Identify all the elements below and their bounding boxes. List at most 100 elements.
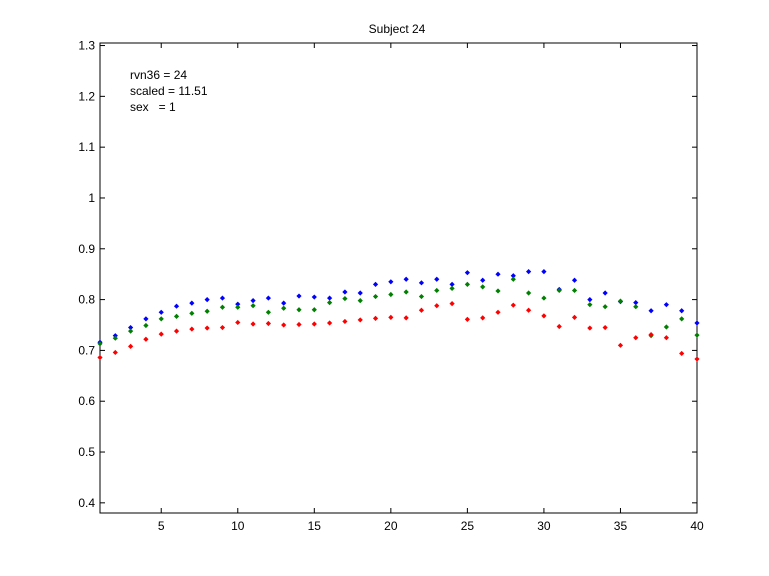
data-point-series-1: [219, 295, 226, 301]
data-point-series-1: [296, 293, 302, 299]
data-point-series-3: [449, 301, 455, 307]
data-point-series-1: [495, 271, 501, 277]
data-point-series-2: [327, 300, 333, 306]
data-point-series-1: [526, 269, 532, 275]
data-point-series-1: [265, 295, 271, 301]
data-point-series-1: [602, 290, 608, 296]
data-point-series-2: [663, 324, 669, 330]
data-point-series-3: [143, 336, 149, 342]
data-point-series-3: [342, 318, 348, 325]
data-point-series-3: [526, 307, 532, 313]
data-point-series-2: [357, 298, 363, 304]
data-point-series-2: [694, 332, 700, 338]
data-point-series-1: [694, 320, 700, 326]
data-point-series-3: [541, 313, 547, 319]
data-point-series-1: [434, 276, 440, 282]
data-point-series-3: [679, 350, 685, 357]
data-point-series-2: [480, 284, 486, 290]
data-point-series-3: [495, 309, 501, 315]
data-point-series-2: [97, 341, 103, 347]
data-point-series-2: [265, 309, 271, 315]
data-point-series-1: [311, 294, 317, 300]
data-point-series-3: [434, 303, 440, 309]
data-point-series-2: [633, 304, 639, 310]
data-point-series-3: [204, 325, 210, 331]
data-point-series-3: [235, 319, 241, 326]
y-tick-label: 0.8: [78, 293, 95, 307]
data-point-series-1: [480, 277, 486, 283]
data-point-series-2: [617, 298, 624, 304]
data-point-series-2: [250, 303, 256, 309]
y-tick-label: 0.7: [78, 343, 95, 357]
data-point-series-2: [388, 291, 394, 298]
annotation-sex: sex = 1: [130, 100, 176, 114]
data-point-series-1: [372, 281, 379, 287]
data-point-series-3: [112, 349, 118, 356]
data-point-series-1: [173, 303, 180, 309]
data-point-series-3: [372, 315, 379, 321]
data-point-series-3: [311, 321, 317, 327]
data-point-series-1: [541, 269, 547, 275]
axis-ticks: 5 10 15 20 25 30 35 40 0.4 0.5 0.6 0.7 0.8 0.9 1 1.1 1.2…: [78, 39, 704, 533]
data-point-series-3: [296, 321, 302, 328]
data-point-series-1: [648, 308, 654, 314]
x-tick-label: 15: [308, 519, 322, 533]
y-tick-label: 0.6: [78, 394, 95, 408]
data-point-series-1: [449, 281, 455, 287]
data-point-series-1: [143, 316, 149, 322]
x-tick-label: 30: [537, 519, 551, 533]
data-point-series-1: [235, 301, 241, 307]
data-point-series-3: [357, 317, 363, 323]
data-point-series-2: [189, 310, 195, 316]
data-point-series-3: [219, 324, 226, 331]
data-point-series-2: [449, 285, 455, 292]
x-tick-label: 40: [690, 519, 704, 533]
data-point-series-2: [571, 287, 578, 294]
data-point-series-3: [250, 321, 256, 327]
data-point-series-1: [587, 296, 593, 303]
data-point-series-3: [617, 342, 624, 348]
y-tick-label: 0.9: [78, 242, 95, 256]
data-point-series-3: [556, 323, 562, 330]
x-tick-label: 35: [614, 519, 628, 533]
data-point-series-3: [97, 354, 103, 361]
data-point-series-1: [633, 300, 639, 306]
data-point-series-2: [219, 304, 226, 310]
data-point-series-2: [526, 290, 532, 296]
data-point-series-3: [189, 326, 195, 332]
data-point-series-3: [694, 356, 700, 362]
x-tick-label: 10: [231, 519, 245, 533]
data-point-series-1: [510, 273, 516, 279]
plot-area-frame: [99, 42, 698, 514]
data-point-series-3: [464, 316, 470, 323]
data-point-series-1: [571, 277, 578, 283]
data-point-series-3: [418, 307, 425, 313]
data-point-series-1: [342, 289, 348, 295]
data-point-series-1: [418, 280, 425, 286]
data-point-series-2: [143, 322, 149, 329]
data-point-series-2: [372, 293, 379, 300]
data-point-series-2: [541, 295, 547, 301]
data-point-series-2: [158, 316, 164, 322]
data-point-series-2: [510, 276, 516, 282]
data-point-series-1: [679, 308, 685, 314]
data-point-series-2: [311, 307, 317, 313]
data-point-series-3: [281, 322, 287, 328]
annotation-block: rvn36 = 24 scaled = 11.51 sex = 1: [130, 68, 208, 114]
data-point-series-1: [403, 276, 409, 282]
data-points: [97, 269, 700, 362]
data-point-series-3: [128, 343, 134, 349]
data-point-series-3: [648, 332, 654, 338]
data-point-series-2: [679, 316, 685, 322]
data-point-series-3: [173, 328, 180, 334]
data-point-series-1: [250, 298, 256, 304]
data-point-series-3: [388, 314, 394, 320]
y-tick-label: 1.3: [78, 39, 95, 53]
data-point-series-3: [633, 335, 639, 341]
y-tick-label: 0.5: [78, 445, 95, 459]
data-point-series-2: [342, 295, 348, 302]
data-point-series-2: [235, 304, 241, 310]
data-point-series-1: [158, 309, 164, 315]
annotation-rvn36: rvn36 = 24: [130, 68, 187, 82]
data-point-series-1: [327, 295, 333, 301]
